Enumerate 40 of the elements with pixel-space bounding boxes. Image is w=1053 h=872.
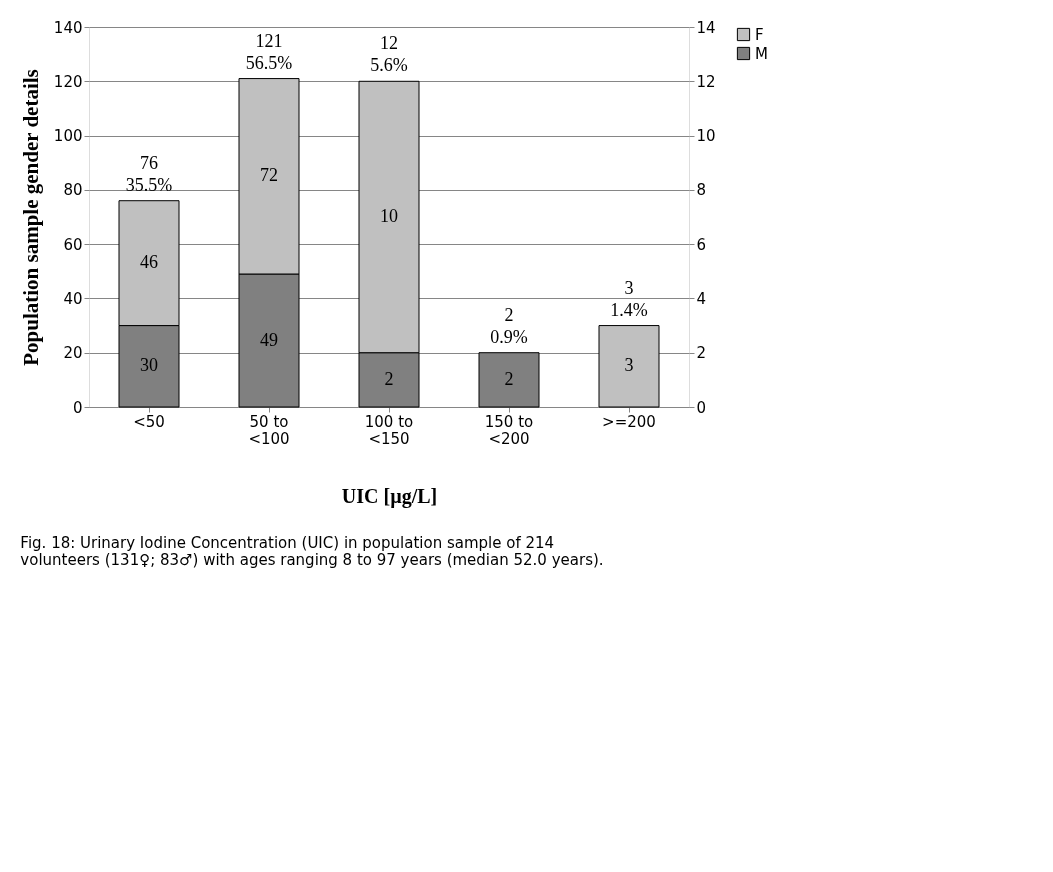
- legend-label: F: [755, 25, 764, 44]
- x-tick-label: 50 to <100: [248, 412, 290, 448]
- data-label: 10: [380, 206, 398, 226]
- x-tick-label: 150 to <200: [484, 412, 534, 448]
- y2-tick-label: 0: [696, 398, 707, 417]
- data-label: 46: [140, 252, 158, 273]
- y-tick-label: 40: [63, 289, 83, 308]
- data-label: 3: [624, 355, 634, 376]
- total-label: 3 1.4%: [610, 277, 648, 320]
- y2-tick-label: 10: [696, 127, 716, 146]
- x-axis-title: UIC [µg/L]: [341, 484, 438, 508]
- y-tick-label: 60: [63, 235, 83, 254]
- y-tick-label: 120: [53, 72, 83, 91]
- x-tick-label: >=200: [602, 412, 656, 431]
- legend-label: M: [755, 44, 768, 63]
- bar: [598, 325, 660, 408]
- y-tick-label: 80: [63, 181, 83, 200]
- y2-tick-label: 2: [696, 344, 707, 363]
- total-label: 121 56.5%: [245, 30, 293, 73]
- data-label: 72: [260, 165, 278, 186]
- y2-tick-label: 12: [696, 72, 716, 91]
- y2-tick-label: 8: [696, 181, 707, 200]
- x-tick-label: <50: [133, 412, 165, 431]
- data-label: 49: [260, 329, 278, 350]
- data-label: 2: [504, 368, 514, 389]
- y-tick-label: 20: [63, 344, 83, 363]
- y-tick-label: 140: [53, 18, 83, 37]
- x-tick-label: 100 to <150: [364, 412, 414, 448]
- y-axis-title: Population sample gender details: [18, 69, 43, 366]
- caption: Fig. 18: Urinary Iodine Concentration (UIC) in population sample of 214 volunteers (131♀; 83♂) with ages ranging 8 to 97 years (median 52.0 years).: [20, 534, 604, 569]
- y2-tick-label: 6: [696, 235, 707, 254]
- total-label: 76 35.5%: [125, 152, 173, 195]
- y2-tick-label: 14: [696, 18, 716, 37]
- y2-tick-label: 4: [696, 289, 707, 308]
- y-tick-label: 0: [72, 398, 83, 417]
- total-label: 12 5.6%: [370, 33, 408, 76]
- total-label: 2 0.9%: [490, 304, 528, 347]
- data-label: 2: [384, 368, 394, 389]
- data-label: 30: [140, 355, 158, 376]
- y-tick-label: 100: [53, 127, 83, 146]
